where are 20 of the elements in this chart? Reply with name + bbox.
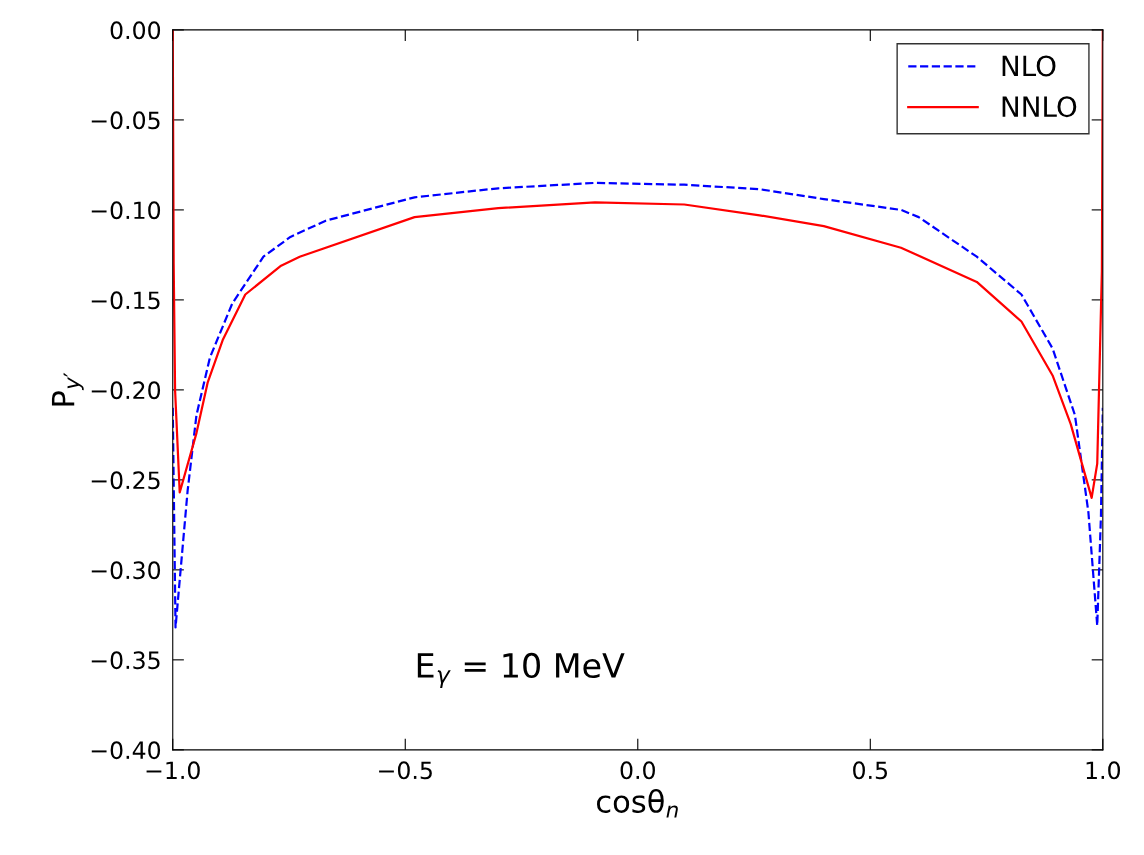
y-tick-label: −0.05 [91,111,160,130]
line-series [172,181,1103,629]
y-tick-label: −0.35 [91,651,160,670]
x-tick-label: −0.5 [379,761,432,780]
y-tick-label: −0.25 [91,471,160,490]
x-tick-label: 0.5 [853,761,888,780]
y-tick-label: −0.15 [91,291,160,310]
y-tick-label: −0.10 [91,201,161,220]
x-tick-label: −1.0 [146,761,200,780]
legend-label: NLO [1002,55,1056,77]
y-tick-label: 0.00 [110,21,161,40]
y-tick-label: −0.30 [91,561,161,580]
x-axis-title: cosθ$_{n}$ [596,789,678,818]
y-tick-label: −0.40 [91,741,161,760]
x-tick-label: 0.0 [620,761,655,780]
legend-label: NNLO [1002,96,1077,118]
annotation: E$_{γ}$ = 10 MeV [417,652,625,688]
y-tick-label: −0.20 [91,381,161,400]
x-tick-label: 1.0 [1086,761,1121,780]
y-axis-title: P$_{y′}$ [51,372,84,406]
